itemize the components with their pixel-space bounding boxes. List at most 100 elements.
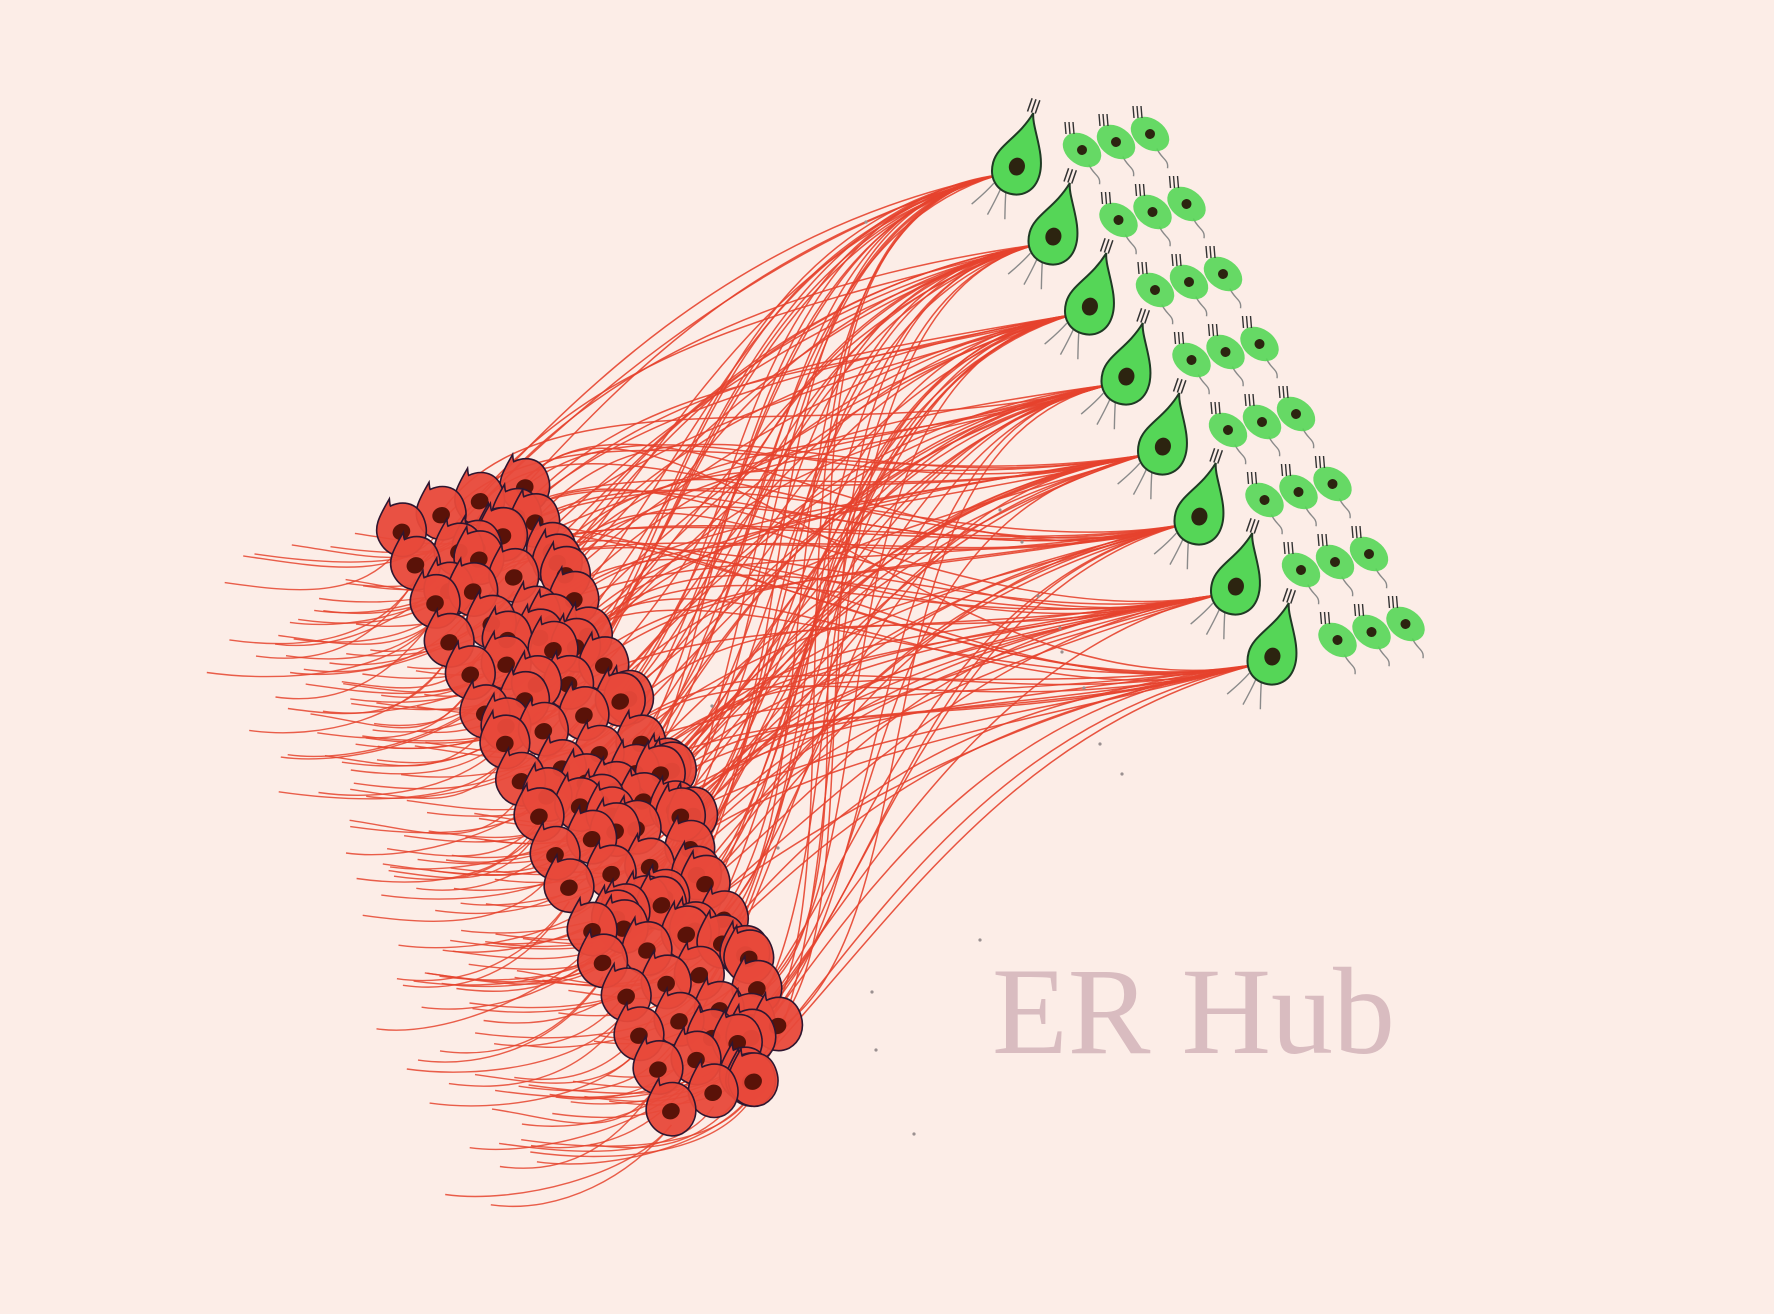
green-oval-cell-icon (1386, 595, 1425, 659)
cilia-line (1282, 385, 1285, 399)
green-small-cell-nucleus (1147, 207, 1158, 217)
green-small-cell-nucleus (1184, 277, 1194, 287)
cilia-line (1211, 323, 1215, 337)
dendrite-path (402, 901, 570, 988)
green-small-cell-nucleus (1220, 347, 1231, 357)
cilia-line (1068, 121, 1071, 135)
cilia-line (1072, 121, 1075, 135)
cilia-line (1254, 471, 1258, 485)
dendrite-path (406, 1010, 628, 1073)
red-cell-nucleus (392, 523, 411, 541)
green-oval-cell-icon (1099, 191, 1138, 255)
green-small-cell-nucleus (1257, 417, 1267, 427)
cilia-line (1107, 240, 1114, 254)
green-small-cell-nucleus (1259, 495, 1270, 505)
axon-path (717, 664, 1254, 941)
green-teardrop-cell-icon (1153, 447, 1225, 570)
red-cell-nucleus (649, 1061, 667, 1078)
axon-path (599, 384, 1108, 751)
cilia-line (1173, 331, 1177, 345)
cilia-line (1172, 175, 1176, 189)
cilia-line (1134, 183, 1138, 197)
cilia-line (1213, 245, 1216, 259)
green-cell-nucleus (1191, 507, 1208, 526)
cilia-line (1319, 611, 1323, 625)
cilia-line (1252, 393, 1255, 407)
red-cell-nucleus (617, 988, 635, 1006)
cilia-line (1179, 253, 1182, 267)
axon-path (747, 524, 1181, 1036)
red-teardrop-cell-icon (632, 1034, 684, 1095)
green-small-cell-nucleus (1111, 137, 1121, 147)
cilia-icon (1278, 385, 1289, 399)
green-oval-cell-icon (1315, 533, 1355, 597)
axon-path (677, 454, 1145, 807)
green-cell-body (1173, 462, 1225, 546)
green-large-cell-column (971, 97, 1298, 710)
red-cell-nucleus (602, 865, 620, 883)
dot (1058, 626, 1062, 630)
cilia-icon (1353, 603, 1365, 617)
dendrite-path (521, 1094, 752, 1147)
cilia-line (1132, 105, 1135, 119)
scattered-dots (710, 220, 1124, 1136)
cilia-line (1215, 323, 1219, 337)
green-oval-cell-icon (1313, 455, 1352, 519)
green-oval-cell-icon (1167, 175, 1206, 239)
red-cell-nucleus (461, 666, 480, 683)
green-oval-cell-icon (1135, 261, 1175, 325)
red-cell-nucleus (406, 557, 425, 574)
red-teardrop-cell-icon (727, 1046, 779, 1108)
dendrite-path (206, 616, 437, 678)
green-cell-nucleus (1118, 367, 1135, 386)
cilia-line (1284, 463, 1288, 477)
cilia-line (1246, 471, 1250, 485)
axon-path (676, 594, 1218, 815)
green-small-cell-nucleus (1332, 635, 1343, 645)
axon-path (521, 447, 1254, 672)
dendrite-path (356, 829, 540, 883)
green-cell-nucleus (1264, 647, 1281, 666)
cilia-line (1278, 385, 1281, 399)
cilia-line (1286, 385, 1289, 399)
red-cell-nucleus (657, 975, 675, 993)
axon-path (510, 539, 1254, 676)
cilia-icon (1244, 393, 1255, 407)
axon-path (496, 314, 1072, 537)
axon-path (501, 488, 1218, 603)
cilia-icon (1134, 183, 1146, 197)
green-small-cell-nucleus (1293, 487, 1304, 497)
dendrite-path (445, 1124, 672, 1198)
green-small-cell-nucleus (1364, 549, 1374, 559)
cilia-line (1098, 113, 1101, 127)
green-cell-body (1064, 252, 1115, 336)
green-cell-processes (1080, 392, 1116, 430)
cilia-line (1168, 175, 1172, 189)
cilia-line (1327, 611, 1331, 625)
cilia-icon (1132, 105, 1143, 119)
cilia-icon (1098, 113, 1109, 127)
green-small-cell-nucleus (1400, 619, 1411, 629)
green-cell-nucleus (1227, 577, 1244, 596)
green-cell-processes (1007, 252, 1043, 290)
cilia-line (1317, 533, 1320, 547)
axon-path (549, 524, 1181, 622)
axon-path (633, 594, 1218, 703)
cilia-line (1391, 595, 1395, 609)
cilia-line (1209, 245, 1212, 259)
cilia-line (1138, 183, 1142, 197)
axon-path (594, 664, 1254, 756)
cilia-line (1176, 378, 1183, 393)
cilia-icon (1241, 315, 1253, 329)
cilia-icon (1171, 253, 1182, 267)
dot (978, 938, 982, 942)
cilia-line (1106, 113, 1109, 127)
cilia-line (1282, 587, 1289, 602)
dendrite-path (275, 616, 437, 700)
cilia-line (1102, 113, 1105, 127)
dendrite-path (362, 868, 557, 922)
axon-path (749, 384, 1108, 1038)
cilia-line (1137, 261, 1140, 275)
axon-path (646, 594, 1218, 799)
cilia-icon (1064, 121, 1075, 135)
